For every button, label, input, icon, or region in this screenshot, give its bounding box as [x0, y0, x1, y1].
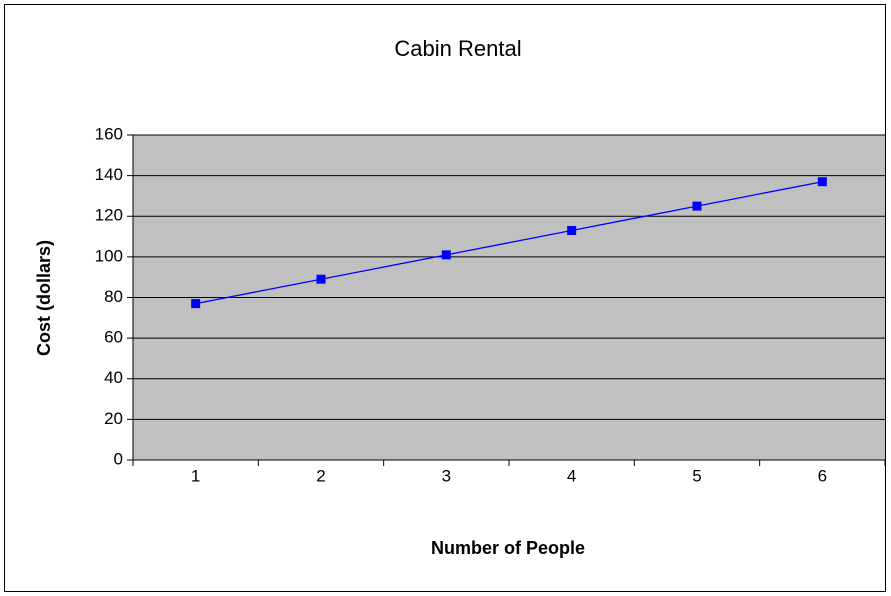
- y-tick-label: 140: [95, 165, 123, 184]
- y-tick-label: 120: [95, 206, 123, 225]
- x-tick-label: 4: [567, 466, 576, 485]
- x-tick-label: 1: [191, 466, 200, 485]
- data-line: [195, 181, 823, 305]
- data-marker: [316, 274, 326, 284]
- y-tick-label: 20: [104, 409, 123, 428]
- x-axis-title: Number of People: [431, 538, 585, 558]
- y-axis-title: Cost (dollars): [34, 240, 54, 356]
- x-tick-label: 5: [692, 466, 701, 485]
- data-marker: [441, 250, 451, 260]
- data-marker: [692, 201, 702, 211]
- data-marker: [567, 225, 577, 235]
- x-tick-label: 3: [442, 466, 451, 485]
- y-tick-label: 80: [104, 287, 123, 306]
- y-tick-label: 40: [104, 368, 123, 387]
- data-marker: [817, 177, 827, 187]
- y-tick-label: 160: [95, 124, 123, 143]
- x-tick-label: 6: [818, 466, 827, 485]
- x-tick-label: 2: [316, 466, 325, 485]
- chart-title: Cabin Rental: [394, 36, 521, 61]
- y-tick-label: 60: [104, 328, 123, 347]
- y-tick-label: 100: [95, 246, 123, 265]
- y-tick-label: 0: [114, 449, 123, 468]
- data-marker: [191, 299, 201, 309]
